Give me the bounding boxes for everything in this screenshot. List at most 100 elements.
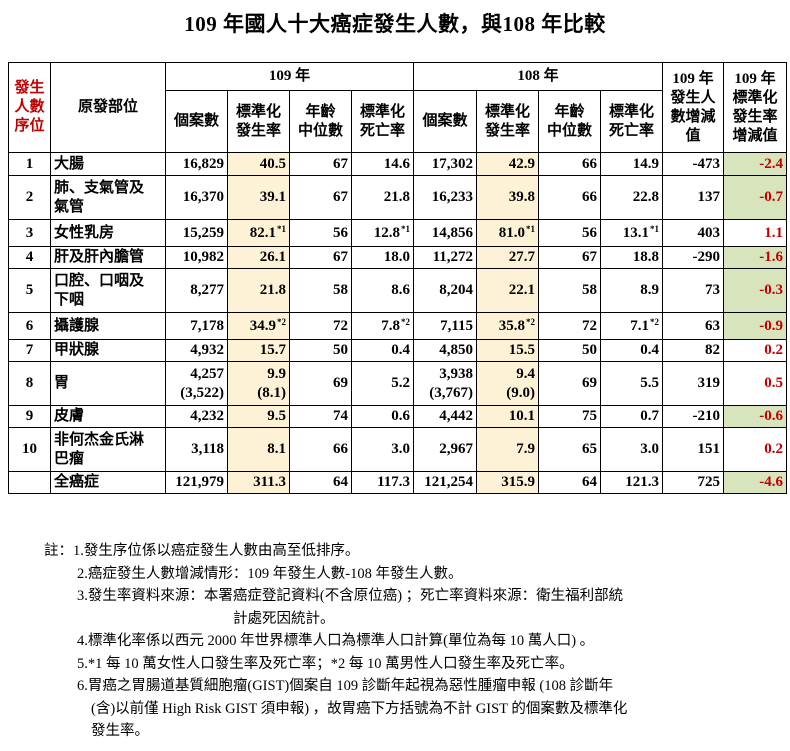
value: 40.5 — [259, 155, 286, 172]
cell-mortality-108: 0.4 — [600, 339, 664, 362]
cell-diff-count: 82 — [662, 339, 725, 362]
cell-diff-count: 725 — [662, 471, 725, 494]
cell-mortality-109: 12.8*1 — [350, 219, 415, 247]
cell-rank: 1 — [8, 152, 51, 176]
value: 18.8 — [632, 249, 660, 265]
cell-cases-109: 4,257 (3,522) — [165, 361, 228, 406]
cell-line: 胃 — [54, 375, 70, 391]
cell-line: 大腸 — [54, 155, 85, 172]
value: 8.6 — [391, 282, 411, 298]
cell-line: 17,302 — [431, 155, 474, 172]
cell-rank: 6 — [8, 312, 51, 340]
cell-std-rate-108: 35.8*2 — [476, 312, 540, 340]
note-line: 3.發生率資料來源：本署癌症登記資料(不含原位癌) ；死亡率資料來源：衛生福利部… — [77, 588, 624, 604]
cell-diff-count: 319 — [662, 361, 725, 406]
cell-cases-108: 4,850 — [413, 339, 478, 362]
cell-median-age-109: 72 — [289, 312, 352, 340]
cell-mortality-109: 3.0 — [350, 427, 415, 472]
cell-mortality-109: 7.8*2 — [350, 312, 415, 340]
cell-std-rate-108: 81.0*1 — [476, 219, 540, 247]
footnote-marker: *1 — [526, 223, 536, 234]
cell-site: 皮膚 — [50, 405, 166, 428]
cell-site: 胃 — [50, 361, 166, 406]
value: 0.6 — [391, 408, 411, 424]
value: 18.0 — [383, 249, 411, 265]
cell-line: 4,257 — [190, 365, 224, 382]
cell-cases-108: 8,204 — [413, 268, 478, 313]
cell-site: 大腸 — [50, 152, 166, 176]
cell-line: (8.1) — [257, 384, 286, 401]
cell-median-age-109: 67 — [289, 175, 352, 220]
cell-line: 攝護腺 — [54, 317, 100, 334]
value: 0.7 — [640, 408, 660, 424]
value: 10.1 — [508, 408, 536, 424]
cell-median-age-108: 66 — [538, 175, 602, 220]
table-row: 7 甲狀腺 4,932 15.7 50 0.4 4,850 15.5 50 0.4 82 0.2 — [8, 339, 788, 362]
header-line: 109 年 — [734, 70, 776, 87]
header-line: 值 — [685, 127, 701, 144]
cell-mortality-109: 18.0 — [350, 246, 415, 269]
table-row: 6 攝護腺 7,178 34.9*2 72 7.8*2 7,115 35.8*2 72 7.1*2… — [8, 312, 788, 340]
header-line: 標準化 — [360, 103, 406, 120]
header-line: 中位數 — [297, 122, 343, 139]
cell-cases-108: 4,442 — [413, 405, 478, 428]
note-line: (含)以前僅 High Risk GIST 須申報) ，故胃癌下方括號為不計 G… — [91, 700, 628, 717]
cell-line: 121,979 — [175, 474, 224, 490]
table-body: 1 大腸 16,829 40.5 67 14.6 17,302 42.9 66 14.9 -473-… — [8, 152, 788, 494]
cell-line: 3,938 — [439, 365, 474, 382]
value: 5.2 — [391, 375, 411, 391]
header-mortality-109: 標準化 死亡率 — [350, 90, 415, 153]
cell-line: 10,982 — [182, 249, 224, 265]
cell-cases-109: 8,277 — [165, 268, 228, 313]
cell-site: 攝護腺 — [50, 312, 166, 340]
cell-diff-count: -210 — [662, 405, 725, 428]
value: 34.9 — [249, 317, 276, 334]
cell-diff-rate: -0.9 — [723, 312, 788, 340]
cell-mortality-109: 0.4 — [350, 339, 415, 362]
header-line: 年齡 — [305, 103, 336, 120]
cell-diff-count: 63 — [662, 312, 725, 340]
header-cases-108: 個案數 — [413, 90, 478, 153]
cell-line: 15,259 — [182, 224, 224, 241]
cell-mortality-108: 8.9 — [600, 268, 664, 313]
cell-rank: 8 — [8, 361, 51, 406]
cell-rank: 2 — [8, 175, 51, 220]
header-line: 發生率 — [485, 122, 531, 139]
cell-cases-109: 4,932 — [165, 339, 228, 362]
header-line: 死亡率 — [360, 122, 406, 139]
cell-mortality-109: 14.6 — [350, 152, 415, 176]
cell-median-age-109: 50 — [289, 339, 352, 362]
value: 3.0 — [391, 441, 411, 457]
cell-line: 16,370 — [182, 189, 224, 205]
cell-mortality-109: 8.6 — [350, 268, 415, 313]
cell-std-rate-109: 21.8 — [227, 268, 290, 313]
value: 7.8 — [381, 317, 401, 334]
value: 8.1 — [267, 441, 286, 457]
cell-diff-count: -473 — [662, 152, 725, 176]
note-line: 6.胃癌之胃腸道基質細胞瘤(GIST)個案自 109 診斷年起視為惡性腫瘤申報 … — [77, 678, 614, 694]
header-line: 發生率 — [732, 108, 778, 125]
cell-line: 肺、支氣管及 — [54, 179, 145, 196]
cell-diff-rate: 0.5 — [723, 361, 788, 406]
value: 27.7 — [508, 249, 536, 265]
header-line: 標準化 — [485, 103, 531, 120]
cell-site: 肺、支氣管及 氣管 — [50, 175, 166, 220]
cell-line: 7,178 — [190, 317, 224, 334]
header-line: 增減值 — [732, 127, 778, 144]
value: 81.0 — [498, 224, 526, 241]
value: 39.8 — [508, 189, 536, 205]
cell-mortality-108: 13.1*1 — [600, 219, 664, 247]
header-diff-count: 109 年 發生人 數增減 值 — [662, 62, 725, 153]
header-line: 標準化 — [235, 103, 281, 120]
cell-diff-rate: -1.6 — [723, 246, 788, 269]
value: 12.8 — [373, 224, 401, 241]
header-cases-109: 個案數 — [165, 90, 228, 153]
header-line: 109 年 — [672, 70, 714, 87]
cell-std-rate-109: 39.1 — [227, 175, 290, 220]
cell-mortality-108: 18.8 — [600, 246, 664, 269]
cell-rank: 4 — [8, 246, 51, 269]
cell-line: 9.4 — [516, 365, 536, 382]
cell-line: 9.9 — [267, 365, 286, 382]
cell-diff-rate: -0.6 — [723, 405, 788, 428]
cell-line: 全癌症 — [54, 474, 100, 490]
